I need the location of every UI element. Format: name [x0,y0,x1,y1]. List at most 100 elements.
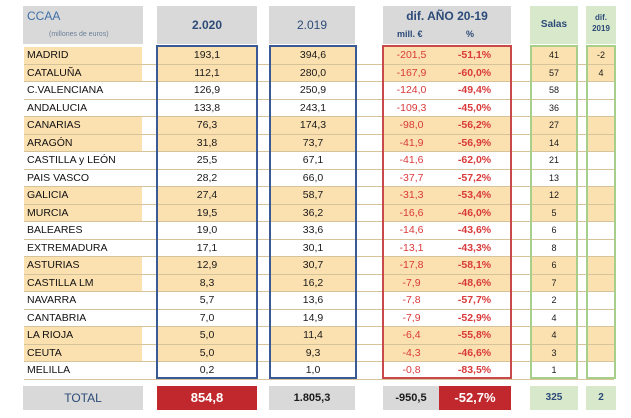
row-separator [24,256,614,257]
cell-dm: -98,0 [384,117,439,134]
year-2020-label: 2.020 [191,18,223,32]
cell-salas: 7 [532,274,576,291]
cell-sdiff [588,222,614,239]
salas-label: Salas [540,19,568,30]
cell-v2019: 16,2 [271,274,355,291]
cell-dm: -109,3 [384,99,439,116]
cell-sdiff: 4 [588,64,614,81]
cell-v2020: 126,9 [158,82,256,99]
cell-sdiff [588,187,614,204]
year-2019-header: 2.019 [269,6,355,44]
cell-salas: 6 [532,222,576,239]
cell-v2020: 25,5 [158,152,256,169]
cell-name: LA RIOJA [24,327,142,344]
year-2019-label: 2.019 [296,18,328,32]
cell-dm: -31,3 [384,187,439,204]
row-separator [24,378,614,380]
row-separator [24,133,614,135]
cell-v2020: 5,0 [158,344,256,361]
row-separator [24,273,614,275]
cell-v2020: 7,0 [158,309,256,326]
cell-v2019: 58,7 [271,187,355,204]
cell-sdiff [588,257,614,274]
cell-dp: -51,1% [439,47,510,64]
cell-dp: -45,0% [439,99,510,116]
cell-salas: 21 [532,152,576,169]
cell-salas: 2 [532,292,576,309]
cell-salas: 6 [532,257,576,274]
row-separator [24,186,614,187]
cell-dp: -52,9% [439,309,510,326]
cell-sdiff [588,362,614,379]
cell-dp: -46,0% [439,204,510,221]
cell-dm: -0,8 [384,362,439,379]
cell-v2019: 174,3 [271,117,355,134]
diff-mill-label: mill. € [397,29,423,39]
cell-sdiff [588,344,614,361]
cell-dm: -167,9 [384,64,439,81]
cell-dm: -41,9 [384,134,439,151]
cell-dp: -56,2% [439,117,510,134]
row-separator [24,221,614,222]
cell-v2020: 76,3 [158,117,256,134]
total-salas-diff: 2 [598,392,604,403]
cell-v2020: 12,9 [158,257,256,274]
cell-salas: 12 [532,187,576,204]
ccaa-subtitle: (millones de euros) [49,31,109,38]
cell-name: CANTABRIA [24,309,142,326]
cell-salas: 1 [532,362,576,379]
cell-name: EXTREMADURA [24,239,142,256]
cell-v2019: 14,9 [271,309,355,326]
cell-v2019: 280,0 [271,64,355,81]
cell-dp: -57,7% [439,292,510,309]
cell-dm: -6,4 [384,327,439,344]
total-salas: 325 [545,392,563,403]
cell-name: CASTILLA y LEÓN [24,152,142,169]
cell-sdiff: -2 [588,47,614,64]
row-separator [24,63,614,65]
cell-name: BALEARES [24,222,142,239]
cell-dp: -62,0% [439,152,510,169]
cell-salas: 14 [532,134,576,151]
salas-diff-header: dif. 2019 [586,6,616,44]
cell-v2019: 1,0 [271,362,355,379]
cell-v2019: 394,6 [271,47,355,64]
cell-dp: -53,4% [439,187,510,204]
cell-salas: 3 [532,344,576,361]
cell-v2019: 67,1 [271,152,355,169]
diff-title: dif. AÑO 20-19 [406,9,488,23]
cell-dp: -43,3% [439,239,510,256]
total-2019-cell: 1.805,3 [269,386,355,410]
cell-dp: -48,6% [439,274,510,291]
row-separator [24,81,614,82]
cell-sdiff [588,152,614,169]
cell-v2019: 66,0 [271,169,355,186]
row-separator [24,168,614,170]
cell-dp: -83,5% [439,362,510,379]
cell-sdiff [588,327,614,344]
cell-salas: 27 [532,117,576,134]
cell-dp: -55,8% [439,327,510,344]
cell-v2020: 5,0 [158,327,256,344]
cell-dm: -124,0 [384,82,439,99]
row-separator [24,203,614,205]
cell-v2019: 30,1 [271,239,355,256]
cell-dp: -56,9% [439,134,510,151]
cell-dm: -14,6 [384,222,439,239]
cell-v2020: 5,7 [158,292,256,309]
cell-v2020: 31,8 [158,134,256,151]
cell-v2019: 11,4 [271,327,355,344]
total-diff-pct-cell: -52,7% [439,386,511,410]
row-separator [24,343,614,345]
cell-sdiff [588,117,614,134]
row-separator [24,238,614,240]
cell-salas: 4 [532,327,576,344]
cell-sdiff [588,309,614,326]
cell-dm: -16,6 [384,204,439,221]
row-separator [24,308,614,310]
cell-salas: 5 [532,204,576,221]
total-salas-cell: 325 [530,386,578,410]
cell-v2020: 28,2 [158,169,256,186]
cell-v2019: 33,6 [271,222,355,239]
cell-name: CANARIAS [24,117,142,134]
